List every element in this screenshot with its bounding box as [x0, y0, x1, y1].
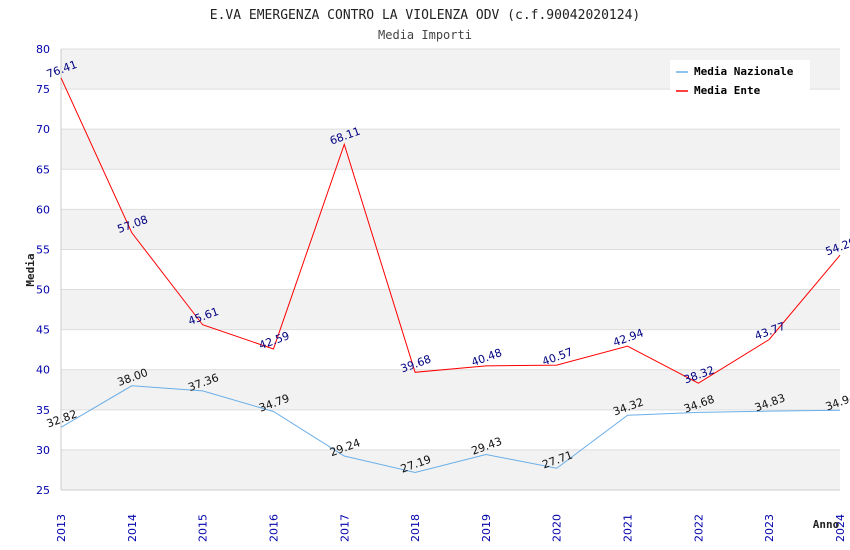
y-tick-label: 35: [36, 404, 50, 417]
grid-band: [61, 129, 840, 170]
y-tick-label: 40: [36, 364, 50, 377]
legend: Media Nazionale Media Ente: [670, 60, 810, 100]
x-tick-label: 2016: [267, 514, 280, 542]
grid-band: [61, 369, 840, 410]
x-axis-label: Anno: [813, 518, 840, 531]
x-tick-label: 2015: [197, 514, 210, 542]
grid-band: [61, 209, 840, 250]
grid-band: [61, 289, 840, 330]
x-tick-label: 2022: [692, 514, 705, 542]
series-line-media-nazionale: [60, 385, 841, 473]
y-axis-ticks: 25 30 35 40 45 50 55 60 65 70 75 80: [36, 43, 50, 497]
x-axis-ticks: 2013 2014 2015 2016 2017 2018 2019 2020 2021 2022…: [55, 514, 847, 542]
x-tick-label: 2017: [338, 514, 351, 542]
grid-bands: [61, 49, 840, 490]
chart-subtitle: Media Importi: [378, 28, 472, 42]
legend-label-media-ente: Media Ente: [694, 84, 761, 97]
data-label-media-ente: 42.59: [257, 329, 291, 352]
y-tick-label: 30: [36, 444, 50, 457]
x-tick-label: 2019: [480, 514, 493, 542]
y-tick-label: 65: [36, 163, 50, 176]
x-tick-label: 2021: [622, 514, 635, 542]
y-tick-label: 25: [36, 484, 50, 497]
series-line-media-ente: [60, 77, 841, 384]
y-tick-label: 50: [36, 284, 50, 297]
x-tick-label: 2014: [126, 514, 139, 542]
y-axis-label: Media: [24, 253, 37, 286]
x-tick-label: 2023: [763, 514, 776, 542]
grid-band: [61, 449, 840, 490]
y-tick-label: 45: [36, 324, 50, 337]
y-tick-label: 75: [36, 83, 50, 96]
y-tick-label: 70: [36, 123, 50, 136]
x-tick-label: 2020: [551, 514, 564, 542]
legend-box: [670, 60, 810, 100]
chart-title: E.VA EMERGENZA CONTRO LA VIOLENZA ODV (c…: [210, 8, 640, 23]
grid-lines: [60, 48, 840, 491]
y-tick-label: 80: [36, 43, 50, 56]
x-tick-label: 2018: [409, 514, 422, 542]
x-tick-label: 2024: [834, 514, 847, 542]
y-tick-label: 60: [36, 203, 50, 216]
x-tick-label: 2013: [55, 514, 68, 542]
y-tick-label: 55: [36, 243, 50, 256]
legend-label-media-nazionale: Media Nazionale: [694, 65, 794, 78]
